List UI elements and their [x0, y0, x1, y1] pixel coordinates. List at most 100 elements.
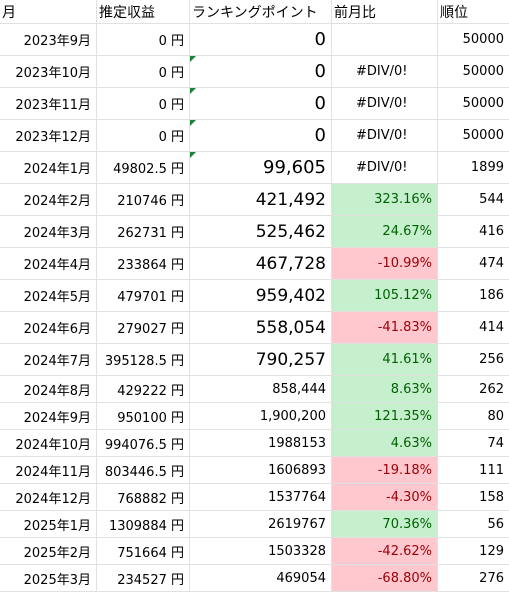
cell-rank[interactable]: 186: [438, 280, 509, 312]
cell-change[interactable]: 24.67%: [332, 216, 438, 248]
cell-change[interactable]: -41.83%: [332, 312, 438, 344]
cell-rank[interactable]: 256: [438, 344, 509, 376]
cell-points[interactable]: 0: [190, 56, 332, 88]
cell-month[interactable]: 2023年9月: [0, 24, 97, 56]
cell-rank[interactable]: 50000: [438, 120, 509, 152]
cell-revenue[interactable]: 803446.5 円: [97, 457, 190, 484]
cell-rank[interactable]: 416: [438, 216, 509, 248]
cell-revenue[interactable]: 279027 円: [97, 312, 190, 344]
cell-revenue[interactable]: 768882 円: [97, 484, 190, 511]
cell-month[interactable]: 2024年8月: [0, 376, 97, 403]
cell-points[interactable]: 1537764: [190, 484, 332, 511]
cell-revenue[interactable]: 395128.5 円: [97, 344, 190, 376]
cell-revenue[interactable]: 950100 円: [97, 403, 190, 430]
cell-points[interactable]: 469054: [190, 565, 332, 592]
cell-revenue[interactable]: 751664 円: [97, 538, 190, 565]
cell-rank[interactable]: 50000: [438, 88, 509, 120]
cell-month[interactable]: 2023年12月: [0, 120, 97, 152]
cell-month[interactable]: 2023年10月: [0, 56, 97, 88]
header-change[interactable]: 前月比: [332, 0, 438, 24]
cell-rank[interactable]: 276: [438, 565, 509, 592]
cell-month[interactable]: 2025年1月: [0, 511, 97, 538]
cell-revenue[interactable]: 233864 円: [97, 248, 190, 280]
header-rank[interactable]: 順位: [438, 0, 509, 24]
cell-revenue[interactable]: 0 円: [97, 24, 190, 56]
cell-month[interactable]: 2024年7月: [0, 344, 97, 376]
cell-change[interactable]: -4.30%: [332, 484, 438, 511]
cell-points[interactable]: 0: [190, 24, 332, 56]
cell-revenue[interactable]: 0 円: [97, 120, 190, 152]
cell-revenue[interactable]: 0 円: [97, 56, 190, 88]
cell-rank[interactable]: 129: [438, 538, 509, 565]
cell-change[interactable]: [332, 24, 438, 56]
cell-change[interactable]: -68.80%: [332, 565, 438, 592]
cell-rank[interactable]: 474: [438, 248, 509, 280]
cell-change[interactable]: 323.16%: [332, 184, 438, 216]
cell-rank[interactable]: 74: [438, 430, 509, 457]
cell-change[interactable]: #DIV/0!: [332, 120, 438, 152]
cell-rank[interactable]: 80: [438, 403, 509, 430]
cell-revenue[interactable]: 429222 円: [97, 376, 190, 403]
cell-points[interactable]: 1606893: [190, 457, 332, 484]
cell-month[interactable]: 2023年11月: [0, 88, 97, 120]
header-month[interactable]: 月: [0, 0, 97, 24]
cell-points[interactable]: 858,444: [190, 376, 332, 403]
cell-rank[interactable]: 111: [438, 457, 509, 484]
cell-month[interactable]: 2025年3月: [0, 565, 97, 592]
cell-points[interactable]: 467,728: [190, 248, 332, 280]
cell-month[interactable]: 2024年2月: [0, 184, 97, 216]
cell-change[interactable]: #DIV/0!: [332, 152, 438, 184]
cell-change[interactable]: -42.62%: [332, 538, 438, 565]
cell-change[interactable]: -19.18%: [332, 457, 438, 484]
cell-month[interactable]: 2024年11月: [0, 457, 97, 484]
cell-points[interactable]: 99,605: [190, 152, 332, 184]
cell-month[interactable]: 2024年6月: [0, 312, 97, 344]
cell-points[interactable]: 2619767: [190, 511, 332, 538]
cell-change[interactable]: #DIV/0!: [332, 88, 438, 120]
cell-month[interactable]: 2024年1月: [0, 152, 97, 184]
cell-change[interactable]: 41.61%: [332, 344, 438, 376]
cell-rank[interactable]: 158: [438, 484, 509, 511]
cell-month[interactable]: 2024年5月: [0, 280, 97, 312]
cell-points[interactable]: 959,402: [190, 280, 332, 312]
cell-change[interactable]: 121.35%: [332, 403, 438, 430]
cell-change[interactable]: 70.36%: [332, 511, 438, 538]
cell-rank[interactable]: 414: [438, 312, 509, 344]
cell-points[interactable]: 1,900,200: [190, 403, 332, 430]
cell-revenue[interactable]: 1309884 円: [97, 511, 190, 538]
cell-points[interactable]: 525,462: [190, 216, 332, 248]
cell-points[interactable]: 558,054: [190, 312, 332, 344]
cell-month[interactable]: 2024年9月: [0, 403, 97, 430]
cell-rank[interactable]: 1899: [438, 152, 509, 184]
cell-revenue[interactable]: 262731 円: [97, 216, 190, 248]
cell-points[interactable]: 421,492: [190, 184, 332, 216]
cell-points[interactable]: 790,257: [190, 344, 332, 376]
cell-rank[interactable]: 56: [438, 511, 509, 538]
cell-revenue[interactable]: 994076.5 円: [97, 430, 190, 457]
cell-change[interactable]: 105.12%: [332, 280, 438, 312]
cell-month[interactable]: 2024年10月: [0, 430, 97, 457]
cell-change[interactable]: #DIV/0!: [332, 56, 438, 88]
cell-month[interactable]: 2025年2月: [0, 538, 97, 565]
cell-month[interactable]: 2024年3月: [0, 216, 97, 248]
header-points[interactable]: ランキングポイント: [190, 0, 332, 24]
cell-revenue[interactable]: 0 円: [97, 88, 190, 120]
cell-revenue[interactable]: 49802.5 円: [97, 152, 190, 184]
cell-change[interactable]: -10.99%: [332, 248, 438, 280]
cell-revenue[interactable]: 210746 円: [97, 184, 190, 216]
header-revenue[interactable]: 推定収益: [97, 0, 190, 24]
cell-points[interactable]: 1503328: [190, 538, 332, 565]
cell-change[interactable]: 4.63%: [332, 430, 438, 457]
cell-change[interactable]: 8.63%: [332, 376, 438, 403]
cell-rank[interactable]: 262: [438, 376, 509, 403]
cell-revenue[interactable]: 479701 円: [97, 280, 190, 312]
cell-points[interactable]: 0: [190, 120, 332, 152]
cell-revenue[interactable]: 234527 円: [97, 565, 190, 592]
cell-points[interactable]: 0: [190, 88, 332, 120]
cell-points[interactable]: 1988153: [190, 430, 332, 457]
cell-rank[interactable]: 50000: [438, 24, 509, 56]
cell-month[interactable]: 2024年12月: [0, 484, 97, 511]
cell-month[interactable]: 2024年4月: [0, 248, 97, 280]
cell-rank[interactable]: 544: [438, 184, 509, 216]
cell-rank[interactable]: 50000: [438, 56, 509, 88]
